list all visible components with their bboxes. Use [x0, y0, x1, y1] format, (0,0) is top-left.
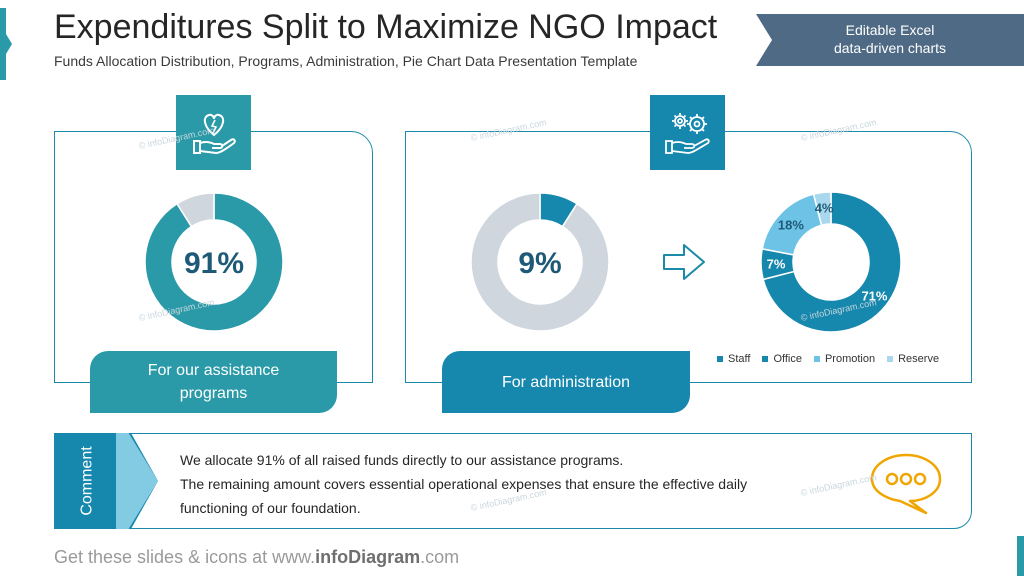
donut-slice-other	[175, 192, 215, 228]
comment-box	[54, 433, 972, 529]
ribbon-line-1: Editable Excel	[845, 22, 935, 38]
donut-center-label: 9%	[518, 247, 561, 280]
donut-data-label: 7%	[767, 257, 786, 272]
legend-item-office: Office	[762, 353, 802, 365]
arrow-right-icon	[663, 244, 705, 280]
administration-icon-box	[650, 95, 725, 170]
legend-label: Promotion	[824, 353, 876, 365]
page-title: Expenditures Split to Maximize NGO Impac…	[54, 8, 718, 46]
assistance-icon-box	[176, 95, 251, 170]
legend-swatch	[762, 356, 769, 362]
comment-tag-label: Comment	[63, 436, 113, 526]
legend-item-staff: Staff	[717, 353, 750, 365]
comment-line-3: functioning of our foundation.	[180, 500, 361, 516]
heart-in-hand-icon	[192, 113, 236, 154]
comment-line-1: We allocate 91% of all raised funds dire…	[180, 452, 624, 468]
donut-slice-other	[470, 192, 610, 332]
donut-slice-assistance-programs	[144, 192, 284, 332]
ribbon-text: Editable Excel data-driven charts	[800, 21, 980, 57]
legend-item-promotion: Promotion	[813, 353, 876, 365]
left-accent-bar	[0, 8, 12, 80]
footer-prefix: Get these slides & icons at www.	[54, 547, 316, 567]
ribbon-line-2: data-driven charts	[833, 40, 947, 56]
donut-slice-staff	[762, 191, 902, 333]
footer-link[interactable]: Get these slides & icons at www.infoDiag…	[54, 547, 459, 568]
comment-tag-text: Comment	[79, 446, 97, 516]
footer-brand: infoDiagram	[315, 547, 421, 567]
comment-text: We allocate 91% of all raised funds dire…	[180, 448, 840, 520]
split-chart-legend: Staff Office Promotion Reserve	[717, 353, 939, 365]
donut-data-label: 4%	[815, 200, 834, 215]
assistance-panel	[54, 131, 373, 383]
legend-label: Staff	[728, 353, 751, 365]
donut-data-label: 71%	[861, 289, 887, 304]
legend-label: Reserve	[898, 353, 940, 365]
assistance-donut-chart: 91%	[144, 192, 284, 332]
corner-accent-bar	[1017, 536, 1024, 576]
legend-swatch	[887, 356, 894, 362]
assistance-label-line-1: For our assistance	[147, 362, 280, 379]
donut-slice-reserve	[812, 191, 832, 227]
legend-label: Office	[773, 353, 802, 365]
gears-in-hand-icon	[664, 112, 710, 154]
assistance-label: For our assistance programs	[90, 351, 337, 413]
donut-data-label: 18%	[778, 217, 804, 232]
ribbon-banner	[756, 14, 1024, 66]
legend-swatch	[813, 356, 820, 362]
administration-split-donut-chart: 71% 7% 18% 4%	[760, 191, 902, 333]
donut-center-label: 91%	[184, 247, 244, 280]
administration-donut-chart: 9%	[470, 192, 610, 332]
page-subtitle: Funds Allocation Distribution, Programs,…	[54, 53, 638, 69]
comment-line-2: The remaining amount covers essential op…	[180, 476, 748, 492]
assistance-label-line-2: programs	[179, 385, 248, 402]
footer-suffix: .com	[420, 547, 460, 567]
administration-label: For administration	[442, 351, 690, 413]
legend-swatch	[717, 356, 723, 362]
legend-item-reserve: Reserve	[887, 353, 939, 365]
speech-bubble-icon	[870, 453, 942, 515]
